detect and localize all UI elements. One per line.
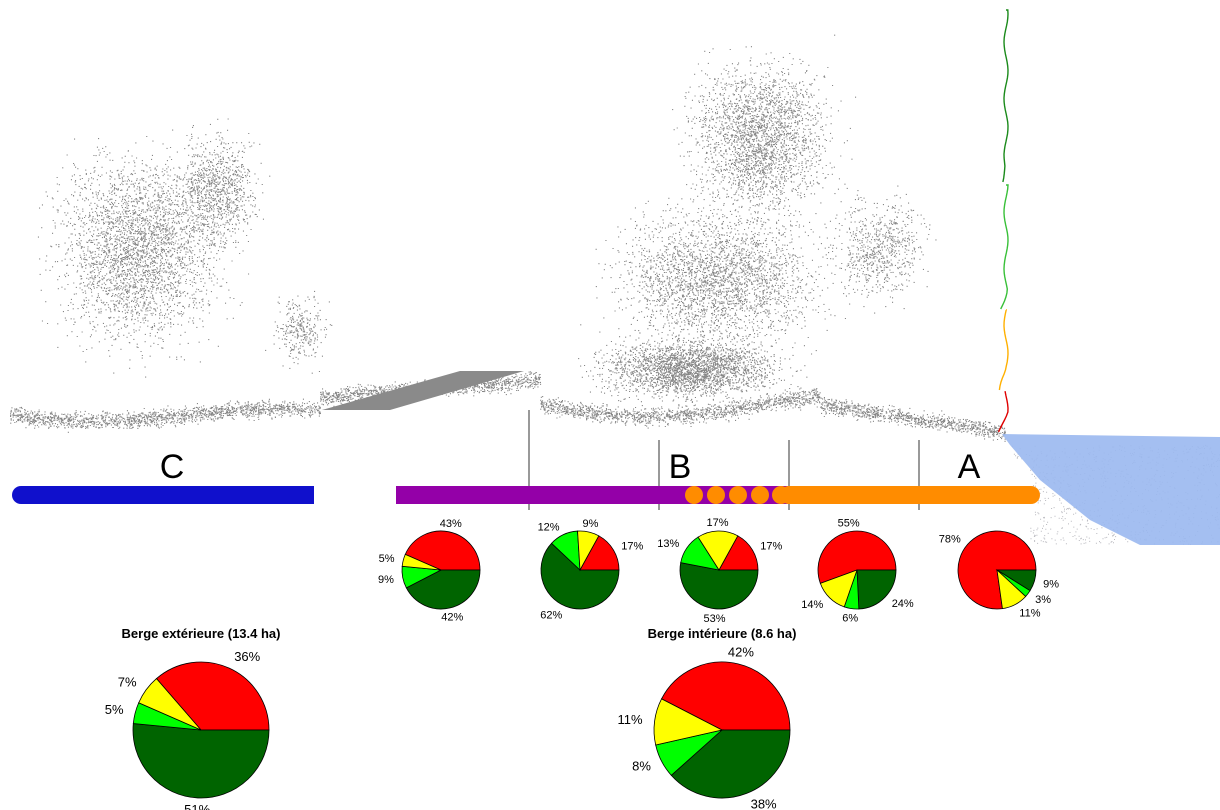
pie-slice-dark-green <box>679 562 759 610</box>
pie-slice-label: 9% <box>378 574 394 586</box>
pie-slice-label: 17% <box>706 517 728 529</box>
pie-slice-red <box>579 535 620 571</box>
pie-chart-title: Berge intérieure (8.6 ha) <box>648 626 797 641</box>
zone-c-bar <box>12 486 314 504</box>
zone-a-bar <box>780 486 1040 504</box>
profile-segment <box>1000 184 1009 310</box>
pie-slice-label: 8% <box>632 759 651 774</box>
pie-slice-red <box>957 530 1037 610</box>
pie-chart: 17% 62% 12% 9% <box>538 518 644 621</box>
pie-chart: 78% 9% 3% 11% <box>939 530 1059 620</box>
pie-charts: 43% 42% 9% 5% 17% 62% 12% 9% 17% 53% 13% 17% 55% 24% 6… <box>105 517 1059 810</box>
pie-slice-yellow <box>819 569 858 608</box>
ground-slab <box>322 371 524 410</box>
pie-slice-label: 5% <box>379 553 395 565</box>
pie-slice-red <box>661 661 791 731</box>
pie-slice-label: 13% <box>657 538 679 550</box>
zone-c-bar-end <box>300 486 314 504</box>
pie-slice-label: 11% <box>1019 608 1040 620</box>
pie-slice-label: 5% <box>105 702 124 717</box>
transition-dot <box>772 486 790 504</box>
pie-slice-yellow <box>577 530 600 572</box>
pie-slice-label: 55% <box>838 518 860 530</box>
pie-slice-label: 14% <box>801 599 823 611</box>
pie-slice-label: 36% <box>234 649 260 664</box>
pie-slice-red <box>718 535 759 571</box>
pie-slice-label: 12% <box>538 522 560 534</box>
water-body <box>1002 434 1220 545</box>
pie-slice-label: 42% <box>728 644 754 659</box>
pie-slice-yellow <box>697 530 739 571</box>
pie-slice-red <box>404 530 481 571</box>
pie-slice-label: 9% <box>1043 578 1059 590</box>
transition-dot <box>685 486 703 504</box>
pie-chart-title: Berge extérieure (13.4 ha) <box>122 626 281 641</box>
pie-slice-label: 42% <box>441 612 463 624</box>
profile-segment <box>1002 9 1009 183</box>
pie-slice-yellow <box>653 698 724 746</box>
transition-dots <box>685 486 790 504</box>
pie-slice-label: 53% <box>703 613 725 625</box>
pie-slice-red <box>155 661 270 731</box>
transition-dot <box>751 486 769 504</box>
pie-slice-red <box>817 530 897 584</box>
zone-label-a: A <box>958 448 981 486</box>
pie-slice-label: 6% <box>842 613 858 625</box>
pie-slice-label: 24% <box>892 598 914 610</box>
cloud-points <box>10 34 1006 442</box>
pie-slice-label: 7% <box>118 675 137 690</box>
pie-chart: 55% 24% 6% 14% <box>801 518 914 625</box>
pie-slice-label: 62% <box>540 610 562 622</box>
pie-slice-label: 11% <box>618 712 643 727</box>
pie-chart: 36% 51% 5% 7% Berge extérieure (13.4 ha) <box>105 626 281 810</box>
vertical-profile <box>997 9 1009 433</box>
pie-slice-dark-green <box>405 569 481 610</box>
pie-slice-dark-green <box>540 542 620 610</box>
pie-slice-yellow <box>401 553 442 571</box>
pie-slice-label: 9% <box>583 518 599 530</box>
transition-dot <box>707 486 725 504</box>
pie-slice-label: 51% <box>184 802 210 810</box>
pie-slice-yellow <box>996 568 1027 610</box>
pie-slice-yellow <box>138 678 202 731</box>
pie-slice-label: 3% <box>1035 594 1051 606</box>
pie-slice-label: 78% <box>939 534 961 546</box>
pie-slice-label: 38% <box>751 797 777 810</box>
zone-label-c: C <box>160 448 185 486</box>
pie-chart: 42% 38% 8% 11% Berge intérieure (8.6 ha) <box>618 626 797 810</box>
transition-dot <box>729 486 747 504</box>
pie-slice-label: 17% <box>621 541 643 553</box>
pie-chart: 17% 53% 13% 17% <box>657 517 782 625</box>
profile-segment <box>997 391 1009 433</box>
pie-chart: 43% 42% 9% 5% <box>378 518 481 624</box>
pie-slice-label: 17% <box>760 541 782 553</box>
profile-segment <box>998 309 1009 391</box>
zone-label-b: B <box>669 448 692 486</box>
pie-slice-dark-green <box>670 729 791 799</box>
pie-slice-label: 43% <box>440 518 462 530</box>
pie-slice-dark-green <box>856 569 897 610</box>
pie-slice-dark-green <box>132 723 270 799</box>
